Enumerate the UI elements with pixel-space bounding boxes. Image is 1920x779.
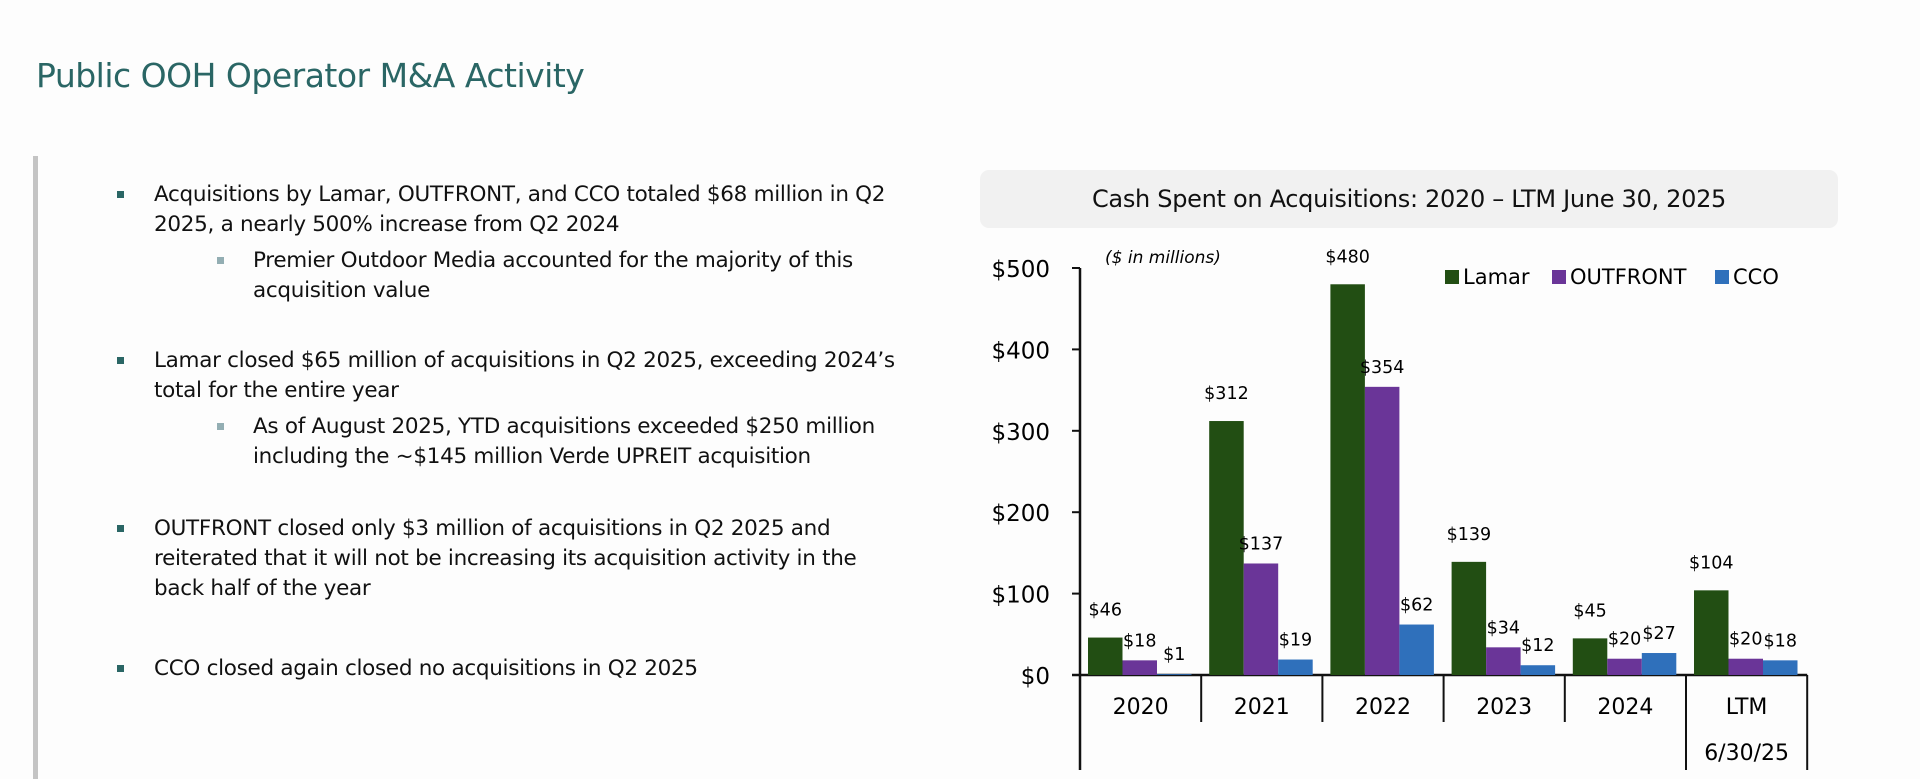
sub-bullet-item: As of August 2025, YTD acquisitions exce… <box>117 412 947 472</box>
y-tick-label: $0 <box>1021 664 1050 690</box>
data-label-lamar: $480 <box>1325 247 1370 267</box>
bullet-line: CCO closed again closed no acquisitions … <box>154 656 698 681</box>
legend-label-outfront: OUTFRONT <box>1570 265 1687 289</box>
legend: Lamar OUTFRONT CCO <box>1445 265 1779 289</box>
chart-units-note: ($ in millions) <box>1105 248 1221 268</box>
legend-label-lamar: Lamar <box>1463 265 1530 289</box>
bar-cco <box>1520 665 1556 675</box>
page-title: Public OOH Operator M&A Activity <box>36 56 585 95</box>
data-label-cco: $1 <box>1163 645 1185 665</box>
x-tick-label: 2021 <box>1234 695 1290 720</box>
bar-lamar <box>1572 638 1608 675</box>
bar-lamar <box>1088 637 1123 675</box>
data-label-lamar: $104 <box>1689 553 1734 573</box>
square-bullet-icon <box>117 191 124 198</box>
data-label-cco: $12 <box>1521 636 1554 656</box>
legend-swatch-outfront <box>1552 270 1566 284</box>
y-tick-label: $200 <box>991 501 1050 527</box>
x-tick-label: 2022 <box>1355 695 1411 720</box>
bullet-line: acquisition value <box>253 278 431 303</box>
data-label-lamar: $139 <box>1447 525 1492 545</box>
bar-lamar <box>1694 590 1729 675</box>
bar-cco <box>1278 659 1313 675</box>
bar-outfront <box>1486 647 1521 675</box>
data-label-outfront: $18 <box>1123 631 1156 651</box>
bullet-item: Lamar closed $65 million of acquisitions… <box>117 346 947 406</box>
square-bullet-icon <box>117 357 124 364</box>
bullet-item: OUTFRONT closed only $3 million of acqui… <box>117 514 947 604</box>
y-tick-label: $100 <box>991 583 1050 609</box>
y-tick-label: $400 <box>991 338 1050 364</box>
data-label-outfront: $137 <box>1239 534 1284 554</box>
bullet-item: Acquisitions by Lamar, OUTFRONT, and CCO… <box>117 180 947 240</box>
data-label-cco: $19 <box>1279 631 1312 651</box>
bar-outfront <box>1607 658 1642 675</box>
legend-label-cco: CCO <box>1733 265 1779 289</box>
bar-outfront <box>1122 660 1157 675</box>
data-label-outfront: $34 <box>1487 618 1520 638</box>
bullet-list: Acquisitions by Lamar, OUTFRONT, and CCO… <box>117 180 947 684</box>
bar-lamar <box>1209 421 1244 675</box>
square-sub-bullet-icon <box>217 257 224 264</box>
bullet-line: including the ~$145 million Verde UPREIT… <box>253 444 811 469</box>
bar-lamar <box>1330 284 1365 675</box>
bar-lamar <box>1451 561 1487 675</box>
axis-layer: $0 $100 $200 $300 $400 $500 2020 2021 2022 2023 20… <box>991 257 1809 770</box>
legend-swatch-cco <box>1715 270 1729 284</box>
bullet-line: As of August 2025, YTD acquisitions exce… <box>253 414 875 439</box>
bullet-line: Lamar closed $65 million of acquisitions… <box>154 348 895 373</box>
chart-title: Cash Spent on Acquisitions: 2020 – LTM J… <box>1091 185 1727 213</box>
data-label-cco: $62 <box>1400 596 1433 616</box>
bullet-line: back half of the year <box>154 576 371 601</box>
legend-swatch-lamar <box>1445 270 1459 284</box>
bar-outfront <box>1728 658 1763 675</box>
bar-cco <box>1641 653 1677 675</box>
data-label-lamar: $45 <box>1573 601 1606 621</box>
data-label-outfront: $20 <box>1729 630 1762 650</box>
bullet-item: CCO closed again closed no acquisitions … <box>117 654 947 684</box>
data-label-cco: $27 <box>1642 624 1675 644</box>
bars-layer <box>1088 284 1798 675</box>
bar-cco <box>1157 674 1192 675</box>
x-tick-sublabel: 6/30/25 <box>1704 741 1789 766</box>
data-label-lamar: $312 <box>1204 384 1249 404</box>
x-tick-label: 2020 <box>1113 695 1169 720</box>
y-tick-label: $300 <box>991 420 1050 446</box>
square-bullet-icon <box>117 525 124 532</box>
bullet-line: Premier Outdoor Media accounted for the … <box>253 248 853 273</box>
bar-outfront <box>1364 386 1400 675</box>
bullet-line: 2025, a nearly 500% increase from Q2 202… <box>154 212 620 237</box>
data-label-lamar: $46 <box>1089 601 1122 621</box>
left-divider-rule <box>33 156 38 779</box>
bar-cco <box>1399 624 1434 675</box>
bar-cco <box>1763 660 1798 675</box>
chart-title-box: Cash Spent on Acquisitions: 2020 – LTM J… <box>980 170 1838 228</box>
bullet-line: Acquisitions by Lamar, OUTFRONT, and CCO… <box>154 182 886 207</box>
square-bullet-icon <box>117 665 124 672</box>
data-label-outfront: $354 <box>1360 358 1405 378</box>
bullet-line: reiterated that it will not be increasin… <box>154 546 857 571</box>
sub-bullet-item: Premier Outdoor Media accounted for the … <box>117 246 947 306</box>
x-tick-label: 2023 <box>1476 695 1532 720</box>
bullet-line: total for the entire year <box>154 378 399 403</box>
data-label-cco: $18 <box>1764 631 1797 651</box>
bar-outfront <box>1243 563 1279 675</box>
y-tick-label: $500 <box>991 257 1050 283</box>
data-labels-layer: $46$312$480$139$45$104$18$137$354$34$20 $… <box>1089 247 1797 665</box>
bullet-line: OUTFRONT closed only $3 million of acqui… <box>154 516 831 541</box>
x-tick-label: LTM <box>1726 695 1768 720</box>
x-tick-label: 2024 <box>1597 695 1653 720</box>
data-label-outfront: $20 <box>1608 630 1641 650</box>
square-sub-bullet-icon <box>217 423 224 430</box>
